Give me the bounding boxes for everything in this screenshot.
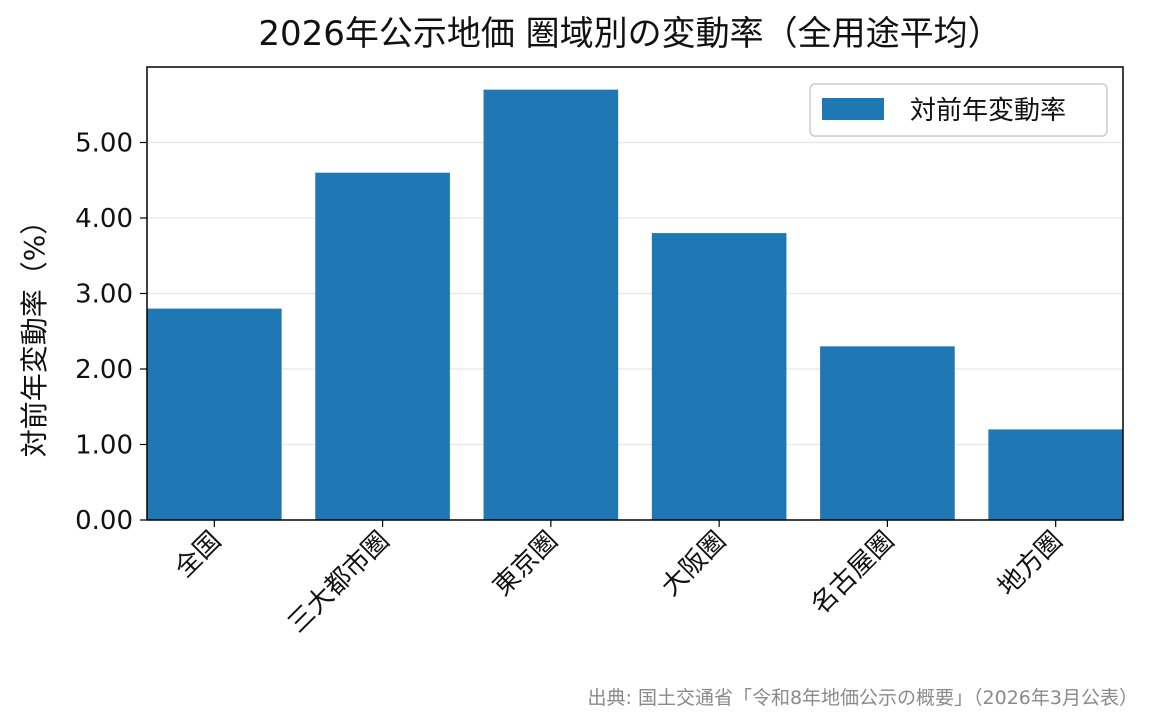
chart-title: 2026年公示地価 圏域別の変動率（全用途平均） — [258, 14, 1001, 54]
bar-1 — [147, 308, 282, 520]
legend-swatch — [822, 98, 884, 120]
x-axis-ticks: 全国 三大都市圏 東京圏 大阪圏 名古屋圏 地方圏 — [169, 520, 1069, 639]
bar-2 — [315, 172, 450, 520]
x-tick-label: 全国 — [169, 526, 227, 584]
y-tick-label: 3.00 — [75, 280, 133, 310]
y-tick-label: 2.00 — [75, 355, 133, 385]
legend-box — [809, 83, 1108, 137]
y-tick-label: 0.00 — [75, 506, 133, 536]
bars — [147, 89, 1123, 521]
x-tick-label: 大阪圏 — [656, 526, 732, 602]
x-tick-label: 三大都市圏 — [282, 526, 395, 639]
y-tick-label: 1.00 — [75, 431, 133, 461]
y-tick-label: 4.00 — [75, 204, 133, 234]
y-axis-ticks: 0.00 1.00 2.00 3.00 4.00 5.00 — [75, 129, 147, 536]
legend: 対前年変動率 — [809, 83, 1108, 137]
bar-3 — [483, 89, 619, 521]
source-note: 出典: 国土交通省「令和8年地価公示の概要」（2026年3月公表） — [588, 687, 1138, 709]
y-axis-label: 対前年変動率（%） — [18, 207, 51, 458]
x-tick-label: 東京圏 — [487, 526, 563, 602]
bar-5 — [820, 346, 955, 520]
legend-label: 対前年変動率 — [910, 96, 1066, 126]
bar-4 — [651, 233, 787, 520]
x-tick-label: 名古屋圏 — [806, 526, 901, 621]
bar-6 — [988, 429, 1123, 520]
gridlines — [147, 141, 1123, 446]
x-tick-label: 地方圏 — [992, 526, 1068, 602]
y-tick-label: 5.00 — [75, 129, 133, 159]
